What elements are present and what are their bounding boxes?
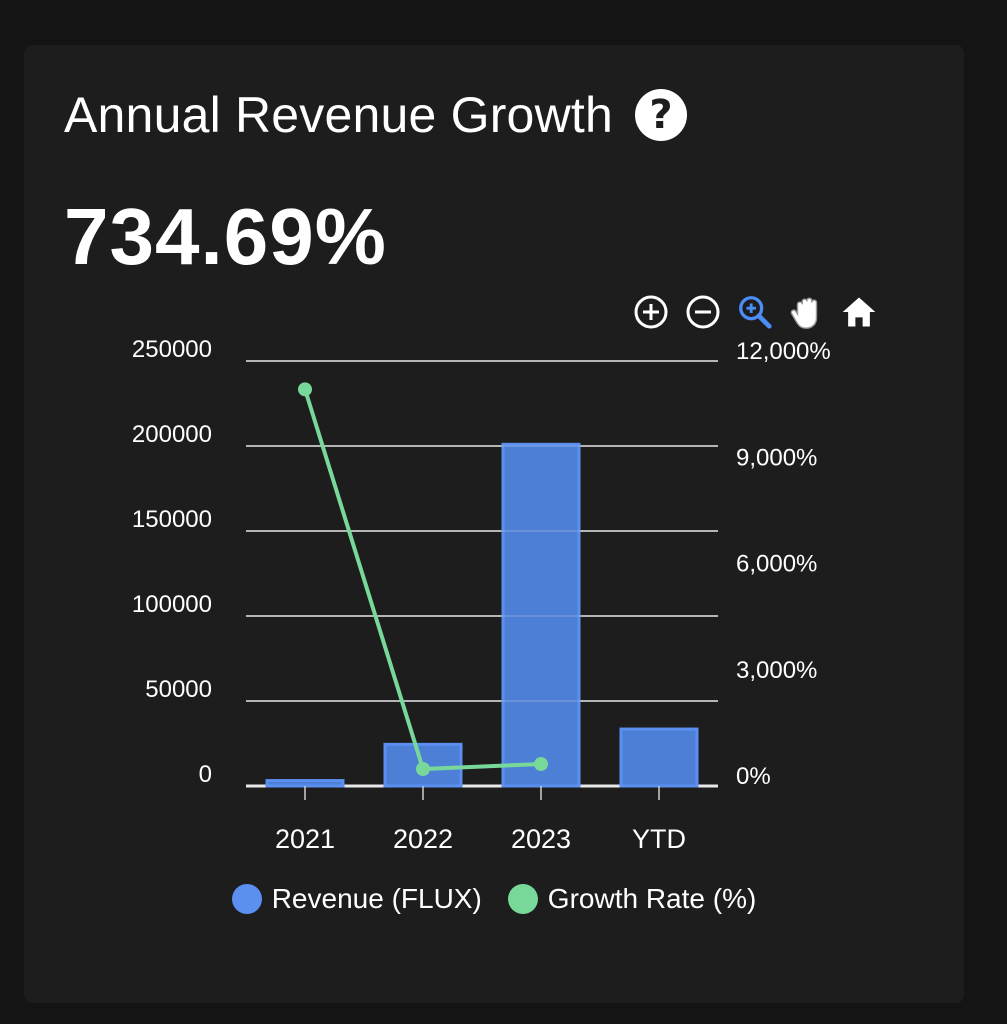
chart-legend: Revenue (FLUX) Growth Rate (%) xyxy=(24,883,964,915)
x-tick-label: 2023 xyxy=(511,824,571,854)
right-tick-label: 0% xyxy=(736,763,771,790)
bar-2023 xyxy=(501,442,581,788)
zoom-out-icon[interactable] xyxy=(684,293,722,331)
revenue-growth-card: Annual Revenue Growth ? 734.69% 250000 20… xyxy=(24,45,964,1003)
chart-toolbar xyxy=(632,293,878,331)
right-tick-label: 12,000% xyxy=(736,338,831,365)
right-tick-label: 9,000% xyxy=(736,444,817,471)
growth-point xyxy=(298,382,312,397)
growth-value: 734.69% xyxy=(64,192,387,281)
left-tick-label: 250000 xyxy=(132,336,212,363)
right-tick-label: 6,000% xyxy=(736,551,817,578)
bar-YTD xyxy=(619,727,699,788)
x-tick-label: 2021 xyxy=(275,824,335,854)
x-tick-label: 2022 xyxy=(393,824,453,854)
right-tick-label: 3,000% xyxy=(736,657,817,684)
card-title: Annual Revenue Growth xyxy=(64,87,613,143)
growth-point xyxy=(416,762,430,776)
home-reset-icon[interactable] xyxy=(840,293,878,331)
zoom-select-icon[interactable] xyxy=(736,293,774,331)
legend-label-revenue: Revenue (FLUX) xyxy=(271,883,482,914)
legend-swatch-growth xyxy=(507,884,538,914)
legend-item-growth[interactable]: Growth Rate (%) xyxy=(507,883,757,915)
bar-2021 xyxy=(265,779,345,788)
zoom-in-icon[interactable] xyxy=(632,293,670,331)
x-tick-label: YTD xyxy=(632,824,686,854)
legend-label-growth: Growth Rate (%) xyxy=(547,883,757,914)
left-tick-label: 200000 xyxy=(132,421,212,448)
revenue-growth-chart: 250000 200000 150000 100000 50000 0 12,000% 9,0… xyxy=(132,336,831,854)
legend-item-revenue[interactable]: Revenue (FLUX) xyxy=(231,883,482,915)
left-tick-label: 50000 xyxy=(145,676,212,703)
left-tick-label: 0 xyxy=(199,761,212,788)
legend-swatch-revenue xyxy=(231,884,262,914)
title-row: Annual Revenue Growth ? xyxy=(64,89,687,141)
left-tick-label: 150000 xyxy=(132,506,212,533)
help-icon[interactable]: ? xyxy=(634,89,687,141)
pan-hand-icon[interactable] xyxy=(788,293,826,331)
growth-point xyxy=(534,757,548,772)
left-tick-label: 100000 xyxy=(132,591,212,618)
